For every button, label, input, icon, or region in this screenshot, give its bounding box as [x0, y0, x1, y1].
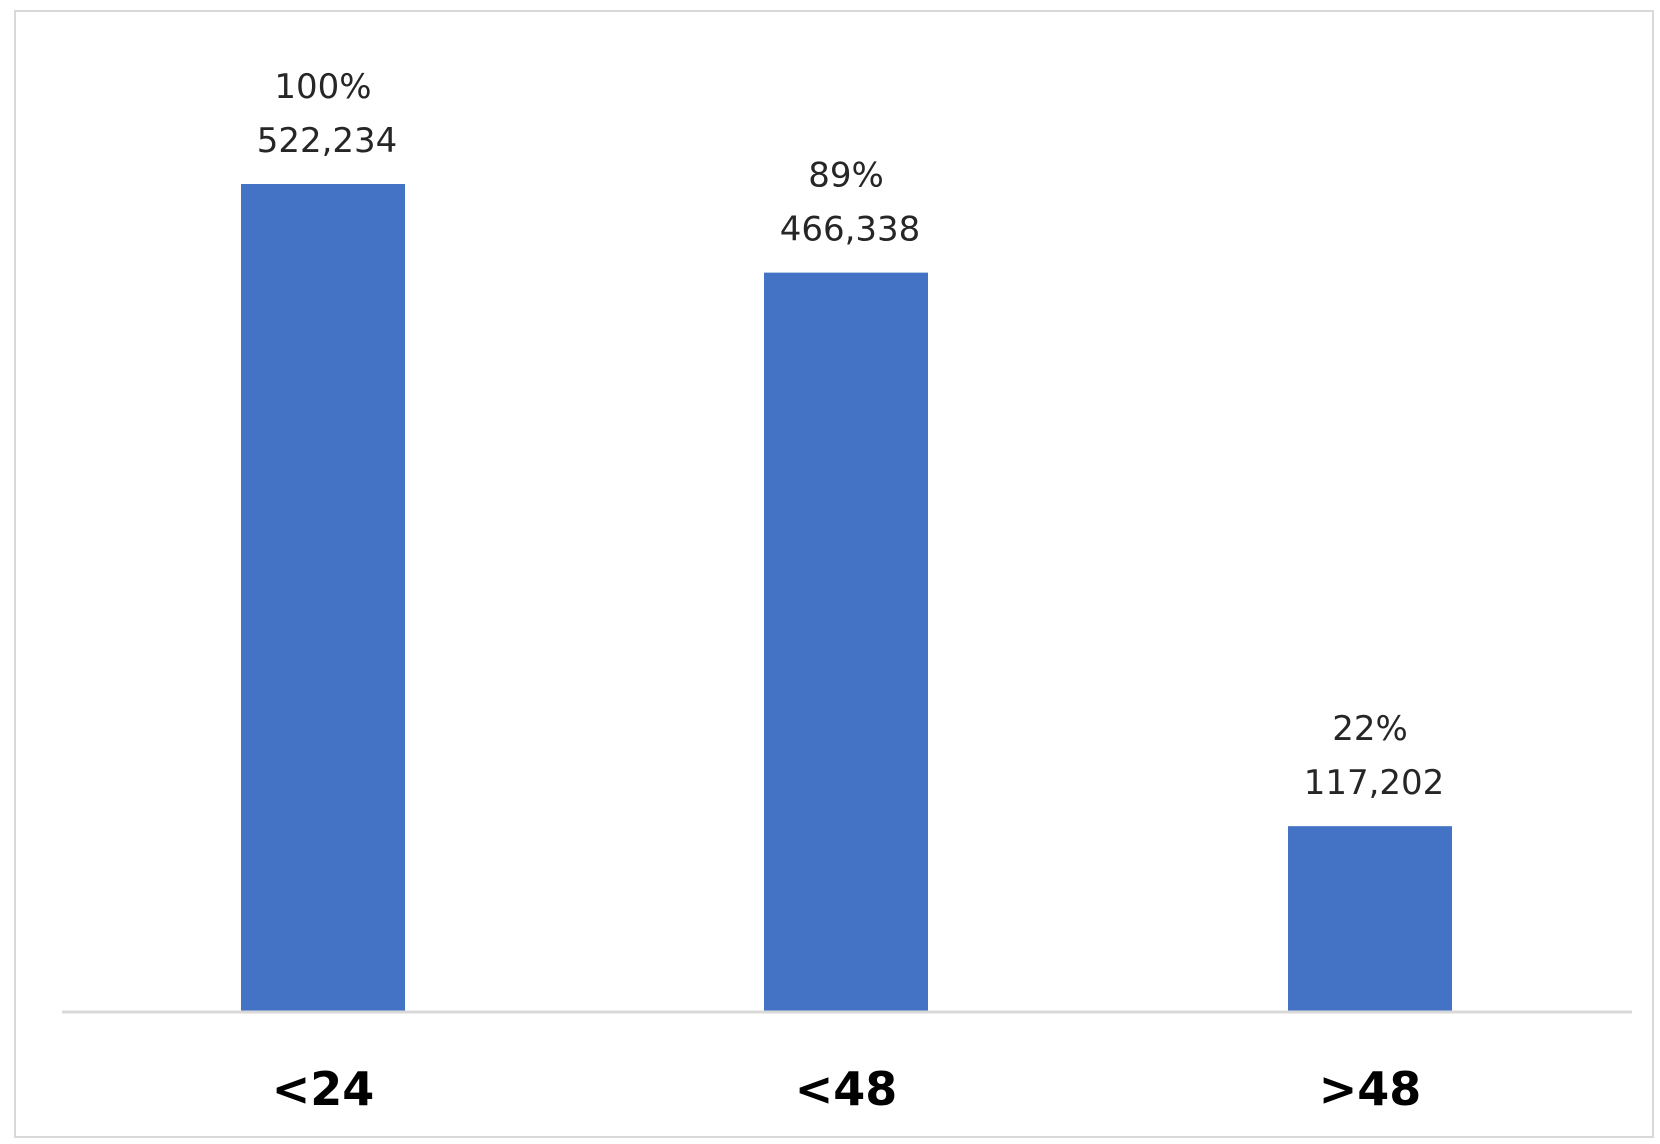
percent-label-3: 22% [1332, 709, 1408, 749]
category-label-3: >48 [1319, 1062, 1422, 1116]
bar-3 [1288, 826, 1452, 1012]
value-label-2: 466,338 [780, 210, 921, 250]
value-label-3: 117,202 [1304, 763, 1445, 803]
value-label-1: 522,234 [257, 121, 398, 161]
bar-1 [241, 184, 405, 1012]
percent-label-2: 89% [808, 156, 884, 196]
labels-layer: 100% 522,234 <24 89% 466,338 <48 22% 117,202 >48 [257, 67, 1445, 1116]
category-label-1: <24 [272, 1062, 375, 1116]
bar-2 [764, 272, 928, 1012]
category-label-2: <48 [795, 1062, 898, 1116]
bars-layer [241, 184, 1452, 1012]
percent-label-1: 100% [274, 67, 371, 107]
